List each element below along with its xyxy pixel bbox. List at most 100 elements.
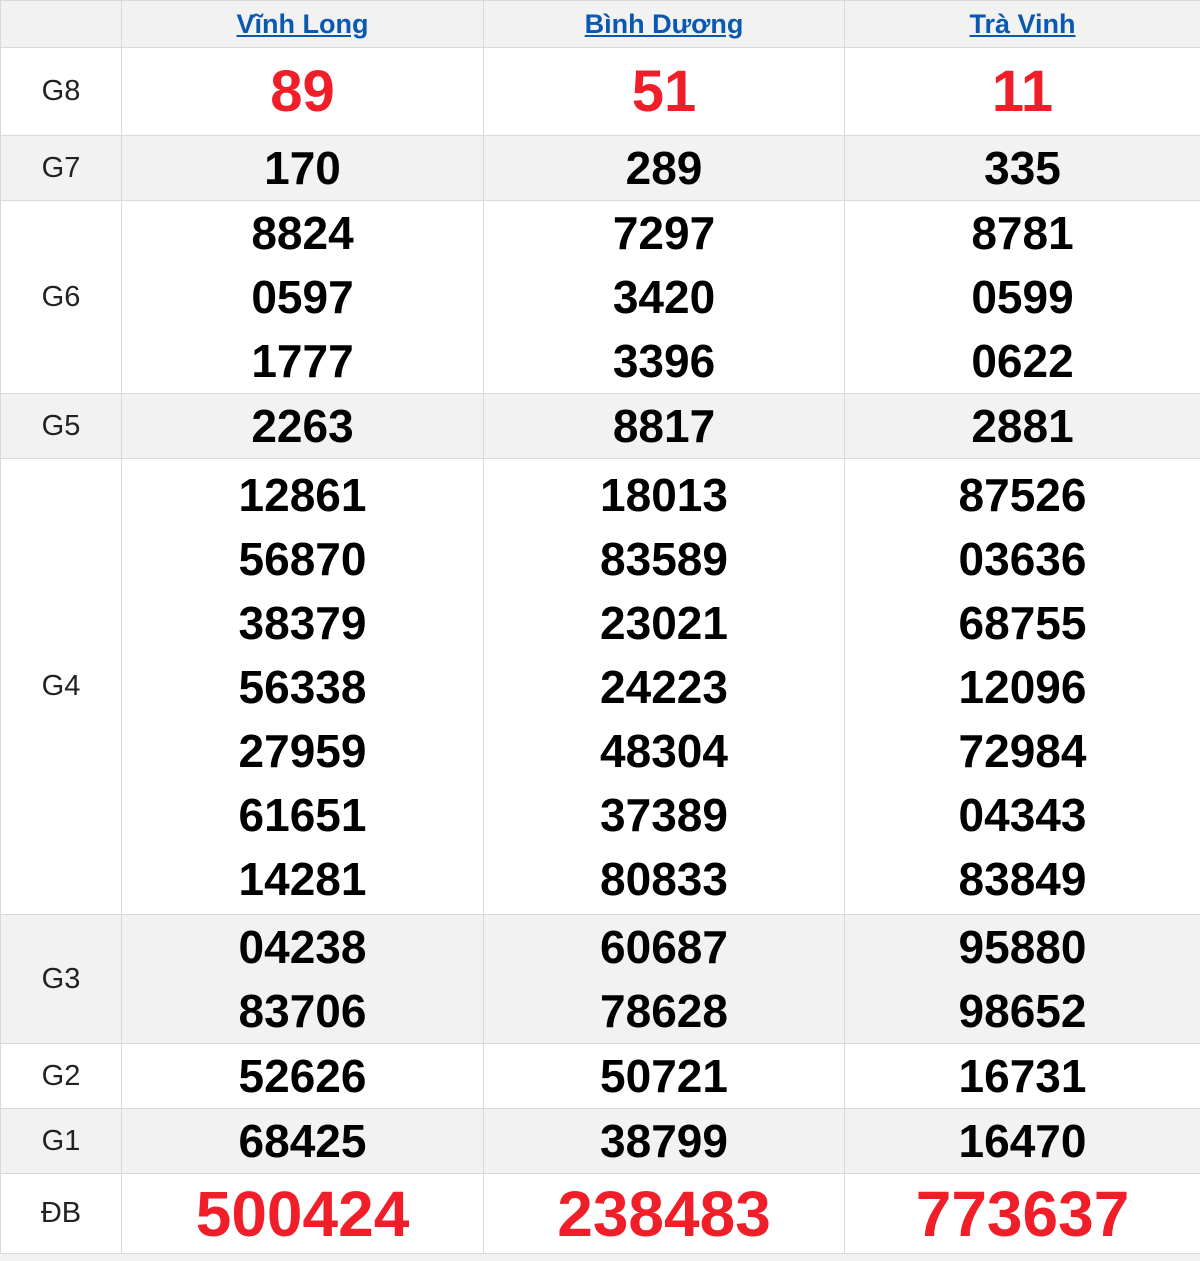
- result-cell: 50721: [484, 1044, 845, 1109]
- header-corner-cell: [1, 1, 122, 48]
- result-number: 37389: [484, 783, 844, 847]
- result-number: 89: [122, 49, 483, 135]
- result-number: 16731: [845, 1044, 1200, 1108]
- column-header-tra-vinh: Trà Vinh: [845, 1, 1200, 48]
- result-number: 56338: [122, 655, 483, 719]
- result-number: 1777: [122, 329, 483, 393]
- results-header: Vĩnh Long Bình Dương Trà Vinh: [1, 1, 1200, 48]
- result-number: 0622: [845, 329, 1200, 393]
- next-row-peek: [0, 1254, 1200, 1261]
- result-number: 12861: [122, 463, 483, 527]
- result-number: 51: [484, 49, 844, 135]
- result-number: 38379: [122, 591, 483, 655]
- prize-label-g3: G3: [1, 915, 122, 1044]
- prize-label-g7: G7: [1, 136, 122, 201]
- result-number: 56870: [122, 527, 483, 591]
- result-cell: 51: [484, 48, 845, 136]
- result-cell: 289: [484, 136, 845, 201]
- result-cell: 773637: [845, 1174, 1200, 1254]
- result-number: 04238: [122, 915, 483, 979]
- result-cell: 68425: [122, 1109, 484, 1174]
- prize-label-g5: G5: [1, 394, 122, 459]
- result-cell: 52626: [122, 1044, 484, 1109]
- result-cell: 11: [845, 48, 1200, 136]
- result-number: 24223: [484, 655, 844, 719]
- result-number: 68755: [845, 591, 1200, 655]
- result-number: 3420: [484, 265, 844, 329]
- result-number: 48304: [484, 719, 844, 783]
- result-number: 170: [122, 136, 483, 200]
- result-number: 14281: [122, 847, 483, 911]
- result-number: 773637: [845, 1175, 1200, 1253]
- result-number: 18013: [484, 463, 844, 527]
- result-cell: 16470: [845, 1109, 1200, 1174]
- result-number: 03636: [845, 527, 1200, 591]
- province-link-binh-duong[interactable]: Bình Dương: [585, 9, 744, 39]
- result-number: 80833: [484, 847, 844, 911]
- result-number: 04343: [845, 783, 1200, 847]
- result-number: 2881: [845, 394, 1200, 458]
- prize-label-db: ĐB: [1, 1174, 122, 1254]
- result-number: 7297: [484, 201, 844, 265]
- result-number: 335: [845, 136, 1200, 200]
- result-number: 72984: [845, 719, 1200, 783]
- header-row: Vĩnh Long Bình Dương Trà Vinh: [1, 1, 1200, 48]
- province-link-vinh-long[interactable]: Vĩnh Long: [237, 9, 369, 39]
- result-number: 16470: [845, 1109, 1200, 1173]
- result-number: 52626: [122, 1044, 483, 1108]
- result-cell: 170: [122, 136, 484, 201]
- result-cell: 500424: [122, 1174, 484, 1254]
- result-number: 238483: [484, 1175, 844, 1253]
- prize-label-g8: G8: [1, 48, 122, 136]
- result-number: 8817: [484, 394, 844, 458]
- result-number: 3396: [484, 329, 844, 393]
- result-cell: 38799: [484, 1109, 845, 1174]
- result-cell: 238483: [484, 1174, 845, 1254]
- result-number: 11: [845, 49, 1200, 135]
- result-number: 38799: [484, 1109, 844, 1173]
- result-number: 0597: [122, 265, 483, 329]
- column-header-binh-duong: Bình Dương: [484, 1, 845, 48]
- result-number: 289: [484, 136, 844, 200]
- result-number: 98652: [845, 979, 1200, 1043]
- result-cell: 2263: [122, 394, 484, 459]
- result-number: 12096: [845, 655, 1200, 719]
- result-number: 8824: [122, 201, 483, 265]
- province-link-tra-vinh[interactable]: Trà Vinh: [969, 9, 1075, 39]
- result-cell: 8817: [484, 394, 845, 459]
- result-number: 87526: [845, 463, 1200, 527]
- result-number: 78628: [484, 979, 844, 1043]
- column-header-vinh-long: Vĩnh Long: [122, 1, 484, 48]
- result-number: 68425: [122, 1109, 483, 1173]
- result-number: 23021: [484, 591, 844, 655]
- result-number: 83849: [845, 847, 1200, 911]
- prize-label-g4: G4: [1, 459, 122, 915]
- result-number: 0599: [845, 265, 1200, 329]
- result-number: 2263: [122, 394, 483, 458]
- result-number: 50721: [484, 1044, 844, 1108]
- result-number: 500424: [122, 1175, 483, 1253]
- result-cell: 335: [845, 136, 1200, 201]
- prize-label-g2: G2: [1, 1044, 122, 1109]
- result-number: 27959: [122, 719, 483, 783]
